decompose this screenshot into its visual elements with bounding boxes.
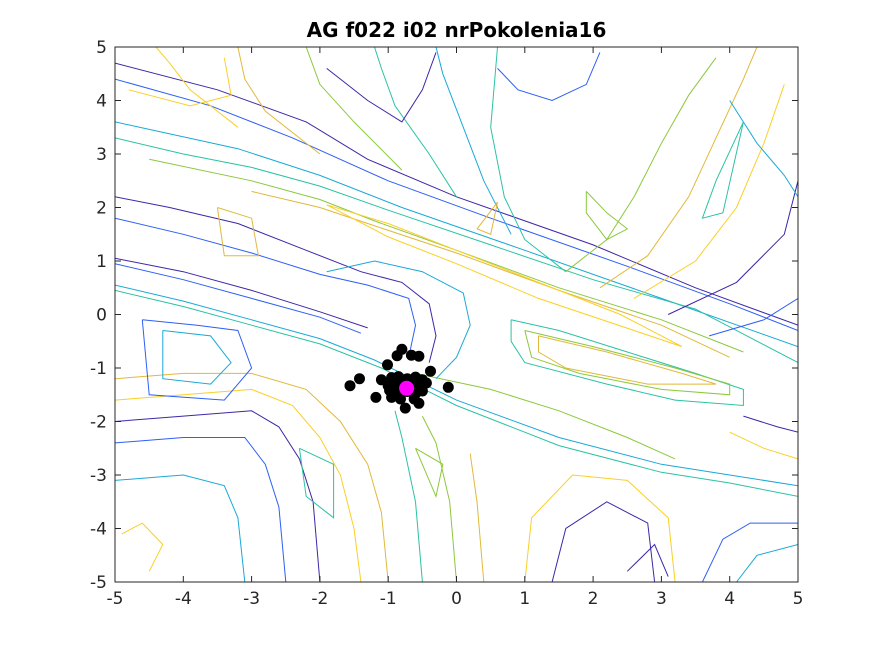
contour-line — [326, 260, 471, 380]
population-point — [370, 391, 382, 403]
contour-line — [128, 57, 232, 107]
contour-line — [701, 522, 798, 582]
contour-line — [510, 319, 744, 407]
contour-line — [633, 84, 785, 299]
contour-line — [115, 388, 362, 582]
contour-line — [326, 204, 683, 348]
contour-line — [490, 47, 567, 273]
contour-line — [115, 196, 437, 363]
contour-line — [551, 501, 656, 582]
population-point — [416, 385, 428, 397]
y-tick-label: -5 — [90, 573, 107, 593]
contour-line — [115, 217, 417, 358]
contour-line — [729, 431, 798, 460]
contour-line — [709, 297, 798, 337]
contour-line — [326, 52, 437, 123]
x-tick-label: -2 — [311, 589, 328, 609]
contour-line — [298, 447, 335, 519]
plot-area-background — [115, 47, 798, 582]
contour-line — [701, 121, 744, 219]
contour-line — [115, 121, 798, 348]
contour-line — [667, 180, 798, 315]
x-tick-label: 0 — [451, 589, 462, 609]
population-point — [344, 380, 356, 392]
contour-line — [149, 158, 744, 353]
contour-line — [736, 544, 798, 582]
population-point — [386, 391, 398, 403]
contour-line — [415, 447, 444, 499]
y-tick-label: 0 — [96, 306, 107, 326]
contour-line — [115, 474, 246, 582]
y-tick-label: 3 — [96, 145, 107, 165]
contour-line — [237, 47, 321, 155]
y-tick-label: -1 — [90, 359, 107, 379]
population-point — [413, 350, 425, 362]
population-point — [354, 373, 365, 385]
contour-line — [415, 372, 676, 460]
contour-line — [743, 415, 798, 433]
contour-line — [115, 372, 389, 582]
x-tick-label: -1 — [380, 589, 397, 609]
x-tick-label: 5 — [793, 589, 804, 609]
contour-line — [524, 474, 676, 582]
tick-labels: -5 -4 -3 -2 -1 0 1 2 3 4 5 -5 -4 -3 -2 -1 0 1 2 3 4 5 — [90, 38, 803, 609]
contour-line — [435, 47, 512, 235]
y-tick-label: 2 — [96, 199, 107, 219]
contour-line — [626, 543, 669, 577]
population-point — [382, 359, 393, 371]
population-point — [413, 397, 425, 409]
contour-line — [374, 47, 457, 198]
contour-line — [115, 62, 798, 326]
axes — [114, 46, 799, 583]
contour-line — [115, 137, 798, 364]
y-tick-label: 4 — [96, 92, 107, 112]
contour-line — [251, 190, 730, 358]
y-tick-label: 5 — [96, 38, 107, 58]
contour-line — [476, 201, 498, 235]
contour-line — [599, 47, 758, 289]
contour-line — [421, 415, 457, 582]
contour-line — [394, 410, 423, 582]
contour-line — [121, 522, 164, 572]
contour-line — [216, 207, 259, 257]
contour-line — [115, 78, 798, 331]
population-point — [395, 393, 406, 405]
contour-line — [141, 319, 253, 401]
scatter-markers — [344, 343, 454, 414]
contour-line — [115, 257, 368, 329]
population-point — [425, 365, 436, 377]
best-point — [399, 380, 415, 396]
contour-line — [305, 47, 403, 171]
y-tick-label: -3 — [90, 466, 107, 486]
population-point — [399, 402, 411, 414]
x-tick-label: -4 — [175, 589, 192, 609]
chart-title: AG f022 i02 nrPokolenia16 — [306, 18, 607, 42]
x-tick-label: -5 — [107, 589, 124, 609]
contour-line — [162, 330, 232, 385]
x-tick-label: 1 — [519, 589, 530, 609]
contour-line — [497, 52, 601, 102]
contour-line — [585, 191, 629, 241]
x-tick-label: 2 — [588, 589, 599, 609]
y-tick-label: -2 — [90, 413, 107, 433]
contour-line — [115, 437, 287, 582]
y-tick-label: -4 — [90, 520, 107, 540]
x-tick-label: 3 — [656, 589, 667, 609]
population-point — [391, 350, 403, 362]
contour-line — [524, 330, 731, 396]
x-tick-label: -3 — [243, 589, 260, 609]
x-tick-label: 4 — [724, 589, 735, 609]
contour-line — [538, 335, 717, 385]
contour-line — [115, 263, 362, 334]
contour-line — [469, 453, 485, 582]
population-point — [442, 381, 454, 393]
contour-line — [565, 57, 717, 273]
y-tick-label: 1 — [96, 252, 107, 272]
contour-line — [155, 47, 239, 128]
